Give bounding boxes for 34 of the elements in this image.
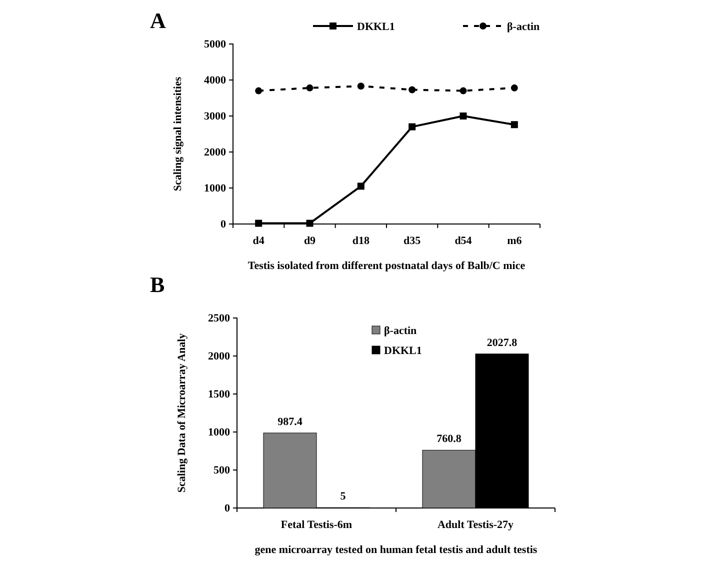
data-label: 987.4 (278, 416, 303, 428)
y-tick-label: 2000 (208, 350, 230, 363)
legend-label: DKKL1 (357, 21, 395, 33)
x-tick-label: Fetal Testis-6m (280, 518, 352, 531)
x-tick-label: d35 (404, 234, 422, 247)
y-tick-label: 0 (220, 218, 226, 231)
legend-label: β-actin (384, 325, 417, 337)
y-tick-label: 1500 (208, 388, 230, 401)
y-tick-label: 500 (214, 464, 230, 477)
y-tick-label: 2000 (204, 146, 226, 159)
data-label: 760.8 (436, 433, 462, 446)
x-tick-label: d54 (454, 234, 472, 247)
chart-title: A (150, 8, 166, 33)
legend-label: β-actin (507, 21, 540, 33)
y-axis-title: Scaling signal intensities (172, 76, 184, 192)
x-tick-label: d4 (252, 234, 265, 247)
y-tick-label: 1000 (204, 182, 226, 195)
y-tick-label: 5000 (204, 38, 226, 51)
data-label: 5 (340, 490, 346, 503)
x-tick-label: d18 (352, 234, 370, 247)
legend-label: DKKL1 (384, 345, 422, 357)
y-tick-label: 3000 (204, 110, 226, 123)
chart-title: B (150, 272, 165, 297)
data-label: 2027.8 (486, 336, 518, 349)
y-tick-label: 4000 (204, 74, 226, 87)
y-tick-label: 2500 (208, 312, 230, 325)
x-axis-title: Testis isolated from different postnatal days of Balb/C mice (248, 260, 526, 272)
y-tick-label: 0 (224, 502, 230, 515)
x-axis-title: gene microarray tested on human fetal testis and adult testis (254, 544, 538, 556)
x-tick-label: d9 (304, 234, 316, 247)
y-tick-label: 1000 (208, 426, 230, 439)
y-axis-title: Scaling Data of Microarray Analy (176, 332, 188, 493)
x-tick-label: Adult Testis-27y (437, 518, 514, 531)
x-tick-label: m6 (507, 234, 522, 247)
